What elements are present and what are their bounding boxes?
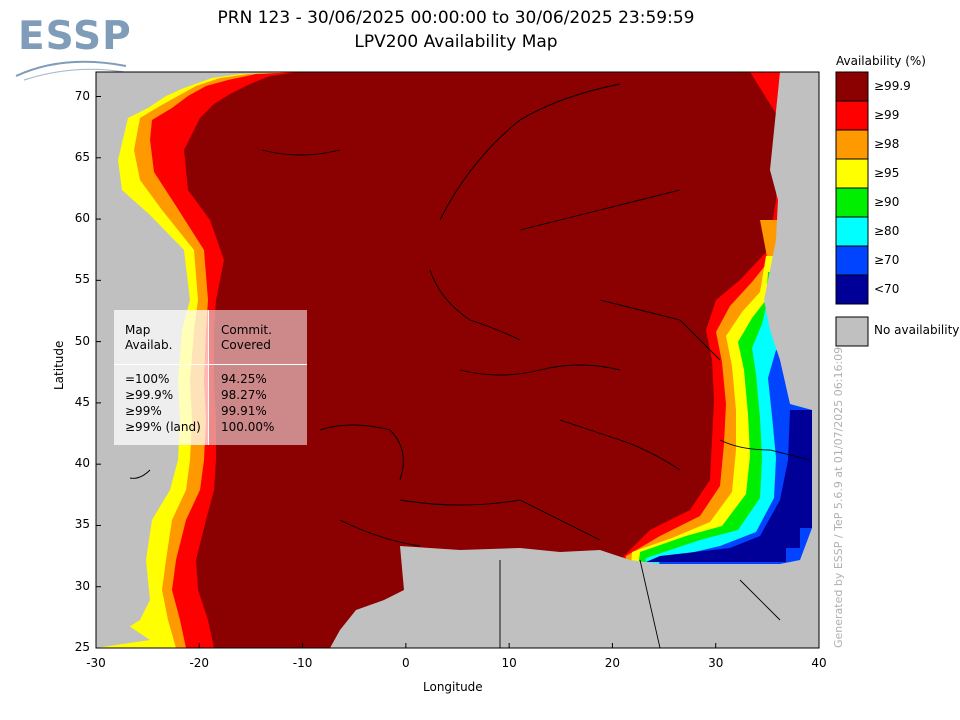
y-tick-marks bbox=[96, 96, 101, 649]
legend-swatch bbox=[835, 71, 869, 102]
band-999-west bbox=[184, 72, 780, 648]
stats-left-panel bbox=[114, 310, 208, 445]
legend-label: ≥99.9 bbox=[874, 79, 911, 93]
x-tick-label: -30 bbox=[86, 656, 106, 670]
legend-label-no-availability: No availability bbox=[874, 323, 960, 337]
legend-swatch-no-availability bbox=[835, 316, 869, 347]
legend-swatches bbox=[835, 71, 869, 305]
legend-swatch bbox=[835, 216, 869, 247]
x-tick-label: 10 bbox=[501, 656, 517, 670]
generated-by-note: Generated by ESSP / TeP 5.6.9 at 01/07/2… bbox=[832, 346, 845, 648]
coastlines bbox=[129, 83, 811, 648]
no-data-africa bbox=[330, 546, 800, 648]
x-tick-label: 40 bbox=[811, 656, 827, 670]
stats-column-divider bbox=[208, 310, 209, 445]
logo-text: ESSP bbox=[18, 14, 132, 59]
legend-label: <70 bbox=[874, 282, 900, 296]
legend-label: ≥95 bbox=[874, 166, 900, 180]
stats-value: 94.25% bbox=[221, 372, 267, 386]
legend-swatch bbox=[835, 245, 869, 276]
band-lt70-east bbox=[646, 410, 812, 562]
no-data-west-africa bbox=[96, 600, 150, 648]
x-axis-label: Longitude bbox=[423, 680, 483, 694]
y-tick-label: 25 bbox=[74, 640, 90, 654]
legend-label: ≥99 bbox=[874, 108, 900, 122]
y-tick-label: 35 bbox=[74, 517, 90, 532]
x-tick-label: 0 bbox=[402, 656, 410, 670]
y-tick-label: 60 bbox=[74, 211, 90, 226]
stats-level: ≥99.9% bbox=[125, 388, 174, 402]
y-tick-label: 55 bbox=[74, 272, 90, 287]
stats-level: =100% bbox=[125, 372, 170, 386]
stats-level: ≥99% (land) bbox=[125, 420, 201, 434]
x-tick-label: -20 bbox=[189, 656, 210, 670]
legend-label: ≥98 bbox=[874, 137, 900, 151]
y-tick-label: 65 bbox=[74, 149, 90, 164]
y-axis-label: Latitude bbox=[52, 340, 66, 390]
legend-swatch bbox=[835, 274, 869, 305]
stats-value: 100.00% bbox=[221, 420, 275, 434]
stats-value: 99.91% bbox=[221, 404, 267, 418]
y-tick-label: 30 bbox=[74, 578, 90, 593]
x-tick-label: -10 bbox=[292, 656, 313, 670]
x-tick-label: 30 bbox=[708, 656, 724, 670]
legend-swatch bbox=[835, 129, 869, 160]
stats-right-panel bbox=[208, 310, 307, 445]
legend-label: ≥80 bbox=[874, 224, 900, 238]
no-data-east bbox=[764, 72, 819, 648]
y-tick-label: 50 bbox=[74, 333, 90, 348]
x-tick-label: 20 bbox=[604, 656, 621, 670]
essp-logo: ESSP bbox=[14, 14, 132, 84]
stats-level: ≥99% bbox=[125, 404, 162, 418]
legend-swatch bbox=[835, 187, 869, 218]
logo-swoosh-icon bbox=[15, 60, 127, 81]
legend-swatch bbox=[835, 100, 869, 131]
plot-frame bbox=[95, 71, 820, 649]
x-tick-marks bbox=[95, 643, 820, 648]
stats-value: 98.27% bbox=[221, 388, 267, 402]
stats-divider bbox=[114, 364, 307, 365]
map-subtitle: LPV200 Availability Map bbox=[354, 32, 558, 52]
legend-label: ≥70 bbox=[874, 253, 900, 267]
legend-swatch bbox=[835, 158, 869, 189]
stats-box: Map Availab. Commit. Covered =100% 94.25%… bbox=[114, 310, 307, 445]
y-tick-label: 40 bbox=[74, 456, 90, 471]
legend-label: ≥90 bbox=[874, 195, 900, 209]
stats-header-right: Commit. Covered bbox=[221, 323, 272, 352]
y-tick-label: 45 bbox=[74, 394, 90, 409]
legend-title: Availability (%) bbox=[836, 54, 926, 68]
stats-header-left: Map Availab. bbox=[125, 323, 173, 352]
map-title: PRN 123 - 30/06/2025 00:00:00 to 30/06/2… bbox=[217, 8, 695, 28]
y-tick-label: 70 bbox=[74, 88, 90, 103]
